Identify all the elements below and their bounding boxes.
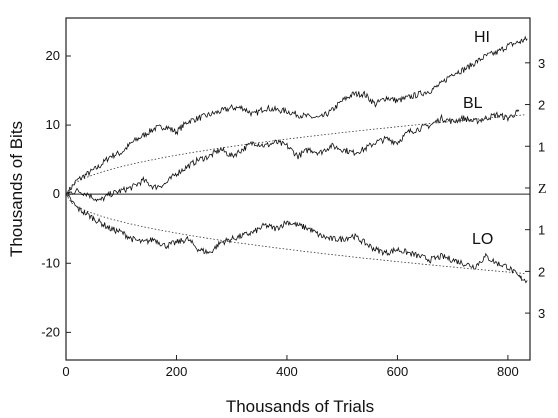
x-tick-label: 200 — [166, 364, 188, 379]
series-trace-hi — [65, 35, 528, 196]
series-trace-lo — [65, 193, 528, 284]
series-label-lo: LO — [472, 231, 493, 248]
z-tick-label: 2 — [538, 98, 545, 113]
z-tick-label: 1 — [538, 139, 545, 154]
series-trace-bl — [65, 109, 520, 203]
y-axis-label: Thousands of Bits — [7, 121, 26, 257]
data-traces — [65, 35, 528, 284]
y-tick-label: 10 — [46, 117, 60, 132]
y-tick-label: -20 — [41, 324, 60, 339]
series-label-hi: HI — [474, 29, 490, 46]
x-tick-label: 0 — [62, 364, 69, 379]
lower-envelope — [65, 193, 525, 274]
z-tick-label: 1 — [538, 223, 545, 238]
x-axis: 0 200 400 600 800 — [62, 355, 519, 379]
x-tick-label: 400 — [276, 364, 298, 379]
series-label-bl: BL — [463, 95, 483, 112]
upper-envelope — [65, 114, 525, 195]
z-tick-label: 2 — [538, 264, 545, 279]
series-labels: HI BL LO — [463, 29, 493, 248]
y-tick-label: -10 — [41, 255, 60, 270]
plot-frame — [65, 17, 531, 361]
x-axis-label: Thousands of Trials — [226, 397, 374, 416]
sigma-envelopes — [65, 114, 525, 274]
y-tick-label: 0 — [53, 186, 60, 201]
x-tick-label: 600 — [387, 364, 409, 379]
y-axis: -20 -10 0 10 20 — [41, 48, 71, 339]
z-tick-label: Z — [538, 182, 547, 197]
z-tick-label: 3 — [538, 56, 545, 71]
x-tick-label: 800 — [497, 364, 519, 379]
z-tick-label: 3 — [538, 306, 545, 321]
right-z-axis: 3 2 1 Z 1 2 3 — [525, 56, 547, 321]
y-tick-label: 20 — [46, 48, 60, 63]
